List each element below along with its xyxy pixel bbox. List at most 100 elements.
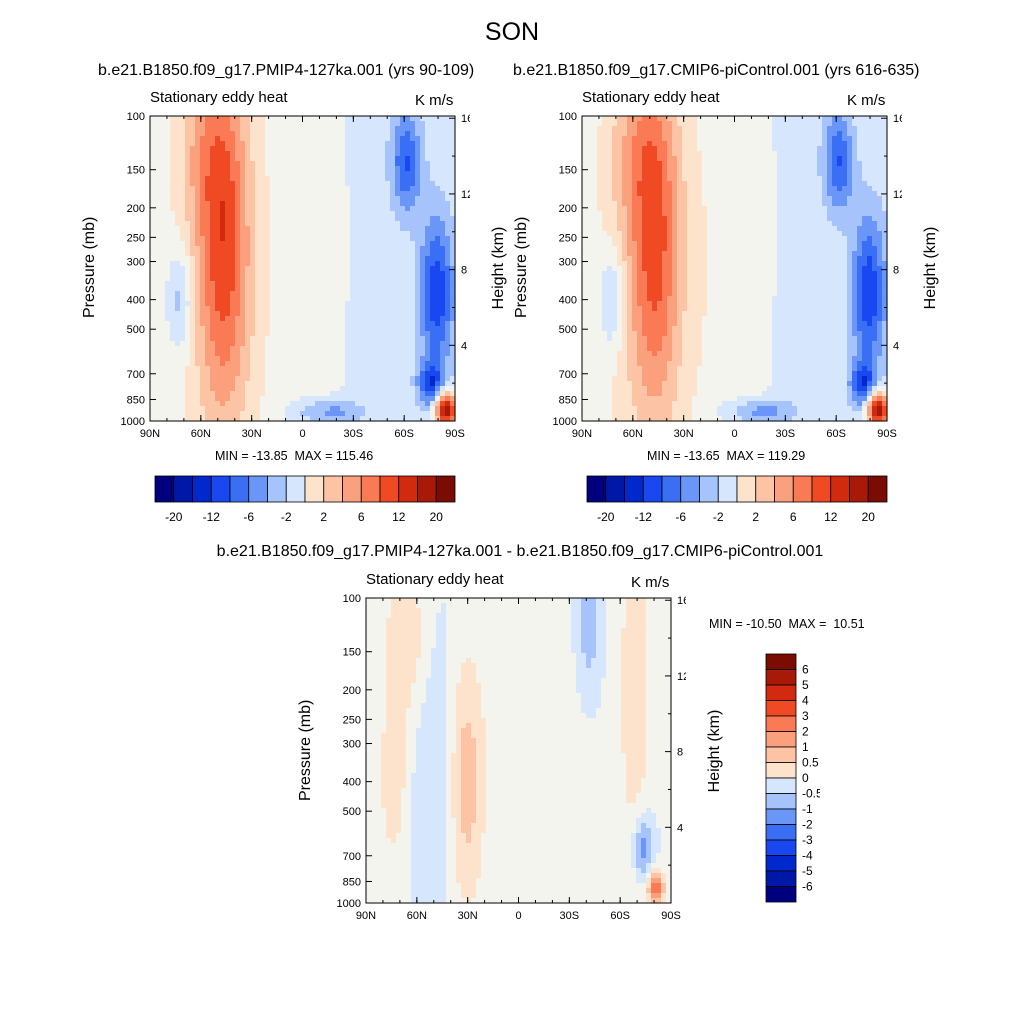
- panel1-cell: [395, 311, 401, 317]
- panel1-cell: [290, 381, 296, 387]
- panel1-cell: [280, 296, 286, 302]
- panel1-cell: [210, 266, 216, 272]
- panel1-cell: [310, 286, 316, 292]
- panel1-cell: [410, 151, 416, 157]
- panel1-cell: [330, 386, 336, 392]
- panel2-cell: [667, 146, 673, 152]
- panel1-cell: [315, 296, 321, 302]
- panel1-cell: [155, 271, 161, 277]
- panel2-cell: [602, 181, 608, 187]
- panel1-cell: [365, 166, 371, 172]
- panel1-cell: [360, 226, 366, 232]
- panel2-cell: [642, 246, 648, 252]
- panel1-cell: [400, 291, 406, 297]
- panel1-cell: [310, 356, 316, 362]
- panel1-cell: [220, 251, 226, 257]
- panel1-cell: [175, 181, 181, 187]
- panel1-cell: [155, 401, 161, 407]
- panel1-cell: [295, 411, 301, 417]
- panel1-cell: [220, 211, 226, 217]
- panel1-cell: [410, 181, 416, 187]
- panel1-cell: [265, 236, 271, 242]
- panel1-cell: [320, 121, 326, 127]
- panel1-cell: [425, 401, 431, 407]
- panel2-cell: [637, 376, 643, 382]
- panel1-cell: [155, 416, 161, 422]
- panel1-cell: [370, 166, 376, 172]
- panel1-cell: [295, 266, 301, 272]
- panel1-cell: [300, 271, 306, 277]
- panel1-cell: [380, 121, 386, 127]
- colorbar1-label: -20: [165, 510, 183, 524]
- panel1-cell: [410, 236, 416, 242]
- panel1-cell: [420, 251, 426, 257]
- panel1-cell: [445, 206, 451, 212]
- panel1-cell: [425, 326, 431, 332]
- panel1-cell: [180, 416, 186, 422]
- panel1-cell: [205, 211, 211, 217]
- panel1-cell: [345, 131, 351, 137]
- panel1-cell: [280, 286, 286, 292]
- panel1-cell: [450, 346, 456, 352]
- panel2-cell: [622, 181, 628, 187]
- panel1-cell: [345, 236, 351, 242]
- panel1-cell: [205, 151, 211, 157]
- panel2-cell: [622, 276, 628, 282]
- panel1-cell: [295, 146, 301, 152]
- panel1-cell: [195, 261, 201, 267]
- panel1-cell: [265, 151, 271, 157]
- panel1-cell: [195, 181, 201, 187]
- panel1-cell: [270, 226, 276, 232]
- panel2-cell: [607, 221, 613, 227]
- panel1-cell: [305, 336, 311, 342]
- panel1-cell: [420, 176, 426, 182]
- panel1-cell: [450, 396, 456, 402]
- panel1-cell: [320, 406, 326, 412]
- panel2-cell: [657, 381, 663, 387]
- panel1-cell: [310, 136, 316, 142]
- panel1-cell: [245, 231, 251, 237]
- panel1-cell: [425, 276, 431, 282]
- panel2-cell: [612, 196, 618, 202]
- panel1-cell: [360, 391, 366, 397]
- colorbar1-label: -6: [243, 510, 254, 524]
- panel1-cell: [395, 236, 401, 242]
- colorbar1-swatch: [285, 475, 306, 503]
- panel1-cell: [365, 236, 371, 242]
- panel1-cell: [340, 186, 346, 192]
- panel2-cell: [652, 121, 658, 127]
- panel1-cell: [190, 401, 196, 407]
- panel1-cell: [440, 406, 446, 412]
- panel1-cell: [390, 396, 396, 402]
- panel2-cell: [662, 326, 668, 332]
- panel2-cell: [607, 236, 613, 242]
- panel1-cell: [400, 266, 406, 272]
- colorbar1-label: 12: [392, 510, 406, 524]
- panel1-cell: [275, 206, 281, 212]
- panel2-cell: [632, 131, 638, 137]
- panel1-cell: [265, 186, 271, 192]
- panel2-cell: [602, 141, 608, 147]
- panel1-cell: [330, 286, 336, 292]
- panel1-cell: [370, 146, 376, 152]
- panel1-cell: [345, 266, 351, 272]
- panel1-cell: [365, 256, 371, 262]
- panel1-cell: [185, 376, 191, 382]
- panel2-cell: [672, 281, 678, 287]
- panel2-cell: [627, 171, 633, 177]
- panel1-cell: [160, 386, 166, 392]
- panel1-cell: [250, 326, 256, 332]
- panel1-cell: [320, 366, 326, 372]
- panel1-cell: [400, 346, 406, 352]
- panel2-cell: [632, 391, 638, 397]
- panel2-cell: [647, 321, 653, 327]
- panel1-cell: [335, 391, 341, 397]
- panel1-cell: [155, 346, 161, 352]
- panel1-cell: [230, 151, 236, 157]
- panel1-cell: [240, 246, 246, 252]
- panel1-cell: [210, 146, 216, 152]
- panel1-cell: [180, 336, 186, 342]
- panel2-cell: [662, 181, 668, 187]
- panel1-cell: [315, 136, 321, 142]
- panel1-cell: [395, 151, 401, 157]
